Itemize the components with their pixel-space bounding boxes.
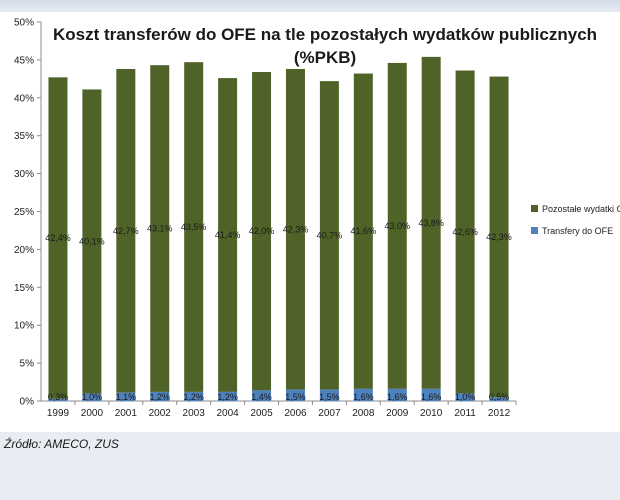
y-tick-label: 20% (14, 245, 34, 256)
data-label-transfery: 1,2% (149, 392, 170, 402)
bar-transfery-ofe (184, 391, 204, 401)
y-tick-label: 45% (14, 55, 34, 66)
bar-transfery-ofe (218, 391, 238, 401)
x-tick-label: 2002 (149, 408, 172, 419)
axes: 0% 5% 10% 15% 20% 25% 30% 35% 40% 45% 50% 1999 2000 2… (14, 18, 517, 419)
bar-transfery-ofe (285, 389, 305, 401)
data-label-transfery: 0,3% (48, 392, 69, 402)
data-label-pozostale: 43,1% (147, 224, 173, 234)
bar-pozostale-wydatki (489, 76, 509, 398)
x-tick-label: 2008 (352, 408, 375, 419)
data-label-pozostale: 43,8% (418, 218, 444, 228)
bars: 42,4% 0,3% 40,1% 1,0% 42,7% 1,1% 43,1% 1,2% 43,5… (45, 56, 512, 402)
x-tick-label: 2007 (318, 408, 341, 419)
bar-transfery-ofe (48, 398, 68, 401)
data-label-pozostale: 40,1% (79, 236, 105, 246)
legend-swatch (531, 205, 538, 212)
data-label-transfery: 1,1% (116, 392, 137, 402)
bar-transfery-ofe (489, 397, 509, 401)
x-tick-label: 2012 (488, 408, 511, 419)
bar-transfery-ofe (353, 388, 373, 401)
data-label-pozostale: 41,4% (215, 230, 241, 240)
chart-title-line2: (%PKB) (294, 48, 356, 67)
bar-transfery-ofe (319, 389, 339, 401)
data-label-pozostale: 43,0% (384, 221, 410, 231)
bar-pozostale-wydatki (353, 73, 373, 389)
y-tick-label: 50% (14, 18, 34, 29)
bar-pozostale-wydatki (184, 62, 204, 392)
data-label-pozostale: 42,3% (486, 232, 512, 242)
stacked-bar-chart: Koszt transferów do OFE na tle pozostały… (14, 18, 620, 420)
bar-transfery-ofe (387, 388, 407, 401)
bar-pozostale-wydatki (150, 65, 170, 392)
chart-title-line1: Koszt transferów do OFE na tle pozostały… (53, 25, 597, 44)
x-tick-label: 1999 (47, 408, 70, 419)
data-label-pozostale: 42,0% (249, 226, 275, 236)
data-label-transfery: 1,2% (217, 392, 238, 402)
x-tick-label: 2003 (183, 408, 206, 419)
data-label-transfery: 1,6% (353, 392, 374, 402)
bar-pozostale-wydatki (387, 62, 407, 389)
data-label-pozostale: 42,7% (113, 226, 139, 236)
x-tick-label: 2000 (81, 408, 104, 419)
data-label-pozostale: 40,7% (317, 230, 343, 240)
bar-transfery-ofe (150, 391, 170, 401)
bar-pozostale-wydatki (455, 70, 475, 394)
y-tick-label: 15% (14, 283, 34, 294)
bar-pozostale-wydatki (82, 89, 102, 394)
x-tick-label: 2010 (420, 408, 443, 419)
data-label-transfery: 1,0% (82, 392, 103, 402)
bar-pozostale-wydatki (285, 68, 305, 390)
chart-panel: Koszt transferów do OFE na tle pozostały… (0, 12, 620, 432)
x-tick-label: 2009 (386, 408, 409, 419)
data-label-transfery: 1,6% (421, 392, 442, 402)
bar-transfery-ofe (82, 393, 102, 401)
data-label-pozostale: 42,4% (45, 233, 71, 243)
data-label-pozostale: 41,6% (351, 226, 377, 236)
legend-swatch (531, 227, 538, 234)
bar-transfery-ofe (116, 392, 136, 401)
data-label-transfery: 1,5% (319, 392, 340, 402)
y-tick-label: 10% (14, 321, 34, 332)
y-tick-label: 25% (14, 207, 34, 218)
legend: Pozostałe wydatki G Transfery do OFE (531, 204, 620, 236)
source-note: Źródło: AMECO, ZUS (4, 437, 119, 451)
bar-transfery-ofe (455, 393, 475, 401)
x-tick-label: 2004 (216, 408, 239, 419)
legend-label: Pozostałe wydatki G (542, 204, 620, 214)
data-label-transfery: 1,0% (455, 392, 476, 402)
bar-pozostale-wydatki (421, 56, 441, 389)
bar-transfery-ofe (421, 388, 441, 401)
bar-pozostale-wydatki (116, 68, 136, 393)
bar-pozostale-wydatki (319, 81, 339, 390)
data-label-transfery: 0,5% (489, 392, 510, 402)
y-tick-label: 5% (20, 359, 35, 370)
data-label-pozostale: 42,6% (452, 227, 478, 237)
data-label-pozostale: 42,3% (283, 224, 309, 234)
bar-transfery-ofe (252, 390, 272, 401)
data-label-transfery: 1,5% (285, 392, 306, 402)
x-tick-label: 2011 (454, 408, 476, 419)
bar-pozostale-wydatki (218, 78, 238, 392)
x-tick-label: 2001 (115, 408, 138, 419)
y-tick-label: 40% (14, 93, 34, 104)
bar-pozostale-wydatki (252, 72, 272, 391)
data-label-transfery: 1,2% (183, 392, 204, 402)
data-label-transfery: 1,6% (387, 392, 408, 402)
x-tick-label: 2006 (284, 408, 307, 419)
y-tick-label: 0% (20, 397, 35, 408)
y-tick-label: 35% (14, 131, 34, 142)
data-label-pozostale: 43,5% (181, 222, 207, 232)
top-band (0, 0, 620, 14)
x-tick-label: 2005 (250, 408, 273, 419)
y-tick-label: 30% (14, 169, 34, 180)
data-label-transfery: 1,4% (251, 392, 272, 402)
legend-label: Transfery do OFE (542, 226, 613, 236)
bar-pozostale-wydatki (48, 77, 68, 399)
